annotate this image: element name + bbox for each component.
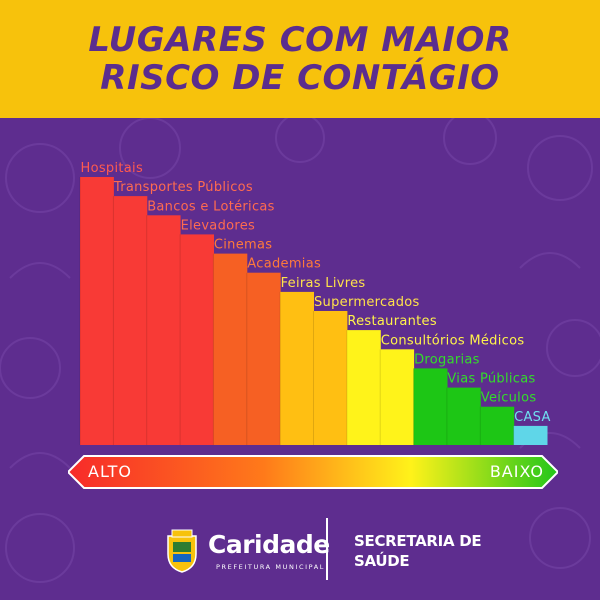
category-label-0: Hospitais: [81, 161, 144, 176]
category-label-10: Drogarias: [414, 352, 480, 367]
footer: Caridade PREFEITURA MUNICIPAL SECRETARIA…: [0, 512, 600, 592]
category-label-12: Veículos: [481, 391, 537, 406]
bar-3: [180, 234, 214, 445]
bar-11: [446, 387, 481, 445]
bar-8: [346, 330, 381, 445]
category-label-9: Consultórios Médicos: [381, 333, 525, 348]
bar-6: [280, 291, 314, 445]
bar-7: [313, 311, 348, 445]
scale-low-label: BAIXO: [489, 462, 544, 481]
bar-13: [513, 425, 548, 445]
category-label-13: CASA: [514, 410, 551, 425]
category-label-2: Bancos e Lotéricas: [147, 199, 275, 214]
bar-10: [413, 368, 448, 445]
bar-5: [246, 272, 281, 445]
bar-4: [213, 253, 248, 445]
org-subtitle: PREFEITURA MUNICIPAL: [216, 563, 325, 571]
bar-2: [146, 215, 181, 445]
category-label-3: Elevadores: [181, 218, 256, 233]
bar-0: [80, 177, 114, 445]
category-label-11: Vias Públicas: [447, 372, 535, 387]
department-line1: SECRETARIA DE: [354, 532, 482, 550]
background-pattern: [0, 118, 600, 583]
category-label-1: Transportes Públicos: [113, 180, 253, 195]
footer-divider: [326, 518, 328, 580]
scale-high-label: ALTO: [88, 462, 133, 481]
risk-scale-bar: ALTO BAIXO: [68, 454, 558, 490]
city-crest-icon: [167, 529, 197, 573]
org-name: Caridade: [208, 530, 330, 559]
page-title-line1: LUGARES COM MAIOR: [88, 20, 512, 60]
department-line2: SAÚDE: [354, 552, 410, 570]
category-label-7: Supermercados: [314, 295, 420, 310]
bar-9: [380, 349, 415, 445]
header-banner: LUGARES COM MAIOR RISCO DE CONTÁGIO: [0, 0, 600, 118]
bar-1: [113, 196, 148, 445]
scale-arrow-shape: [68, 455, 558, 489]
category-label-5: Academias: [247, 257, 321, 272]
category-label-8: Restaurantes: [347, 314, 437, 329]
page-title-line2: RISCO DE CONTÁGIO: [100, 58, 500, 98]
category-label-4: Cinemas: [214, 238, 272, 253]
bar-12: [480, 406, 515, 445]
category-label-6: Feiras Livres: [281, 276, 366, 291]
